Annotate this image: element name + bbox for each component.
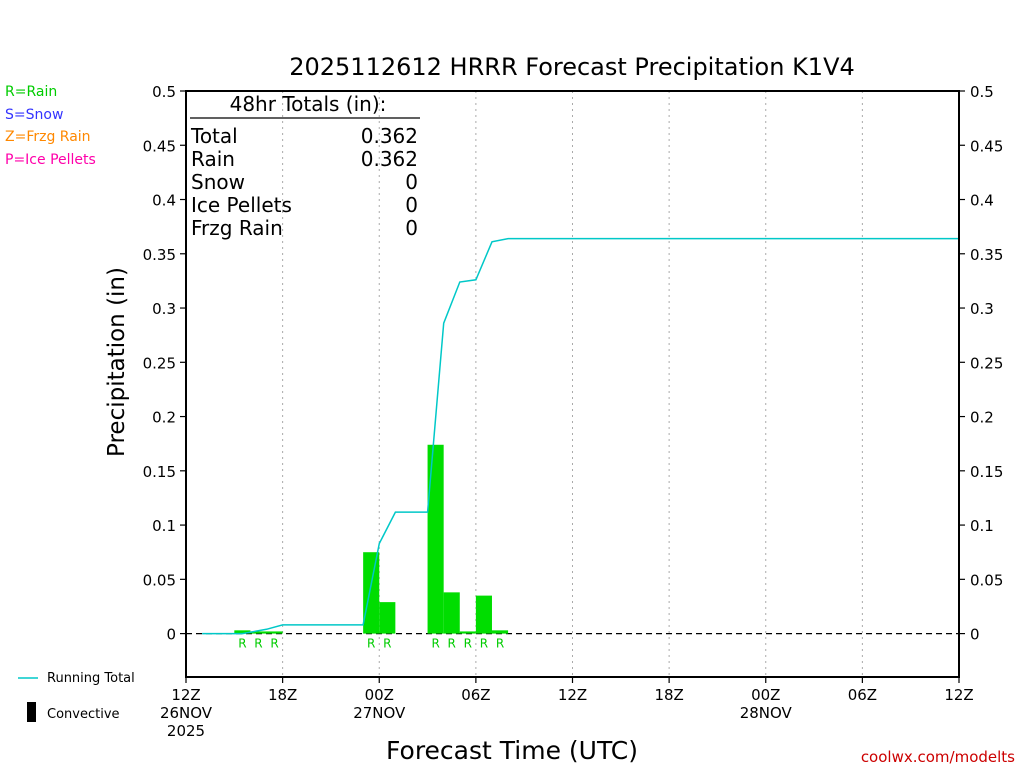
ptype-label: R [480, 637, 488, 651]
bar [363, 552, 380, 634]
y-tick-label: 0.2 [152, 409, 176, 427]
y-tick-label: 0.05 [143, 571, 176, 589]
y-tick-label: 0.4 [152, 192, 176, 210]
y-tick-label: 0.4 [970, 192, 994, 210]
y-tick-label: 0.1 [970, 517, 994, 535]
y-tick-label: 0.3 [970, 300, 994, 318]
y-tick-label: 0.3 [152, 300, 176, 318]
x-tick-label: 18Z [654, 686, 683, 704]
x-tick-label: 26NOV [160, 704, 213, 722]
y-ticks-right: 0.5 0.45 0.4 0.35 0.3 0.25 0.2 0.15 0.1 0.05 0 [959, 83, 1003, 644]
bar [475, 595, 492, 634]
chart-title: 2025112612 HRRR Forecast Precipitation K… [289, 53, 855, 81]
x-axis-label: Forecast Time (UTC) [386, 736, 638, 765]
totals-label: Rain [191, 147, 235, 171]
y-tick-label: 0.05 [970, 571, 1003, 589]
y-tick-label: 0.25 [143, 354, 176, 372]
y-tick-label: 0.35 [143, 246, 176, 264]
totals-value: 0 [405, 170, 418, 194]
y-tick-label: 0.45 [143, 137, 176, 155]
ptype-label: R [270, 637, 278, 651]
totals-label: Total [190, 124, 238, 148]
bar [250, 631, 267, 634]
convective-legend-swatch [27, 702, 36, 722]
x-tick-label: 27NOV [353, 704, 406, 722]
credit-text: coolwx.com/modelts [861, 748, 1015, 766]
y-ticks-left: 0.5 0.45 0.4 0.35 0.3 0.25 0.2 0.15 0.1 0.05 0 [143, 83, 186, 644]
ptype-label: R [431, 637, 439, 651]
y-tick-label: 0.5 [970, 83, 994, 101]
totals-value: 0.362 [361, 124, 418, 148]
y-tick-label: 0 [970, 626, 980, 644]
bar [491, 630, 509, 634]
totals-value: 0 [405, 193, 418, 217]
x-tick-label: 00Z [365, 686, 394, 704]
x-tick-label: 06Z [848, 686, 877, 704]
x-tick-label: 2025 [167, 722, 205, 740]
x-tick-label: 12Z [171, 686, 200, 704]
y-tick-label: 0.45 [970, 137, 1003, 155]
x-tick-label: 12Z [558, 686, 587, 704]
running-total-legend-label: Running Total [47, 671, 135, 686]
totals-label: Frzg Rain [191, 216, 283, 240]
y-tick-label: 0.2 [970, 409, 994, 427]
y-axis-label: Precipitation (in) [104, 267, 130, 457]
ptype-label: R [464, 637, 472, 651]
bar [379, 602, 396, 634]
y-tick-label: 0.35 [970, 246, 1003, 264]
x-tick-label: 12Z [944, 686, 973, 704]
x-gridlines [282, 91, 863, 677]
bar [427, 444, 444, 634]
y-tick-label: 0.15 [143, 463, 176, 481]
totals-label: Snow [191, 170, 245, 194]
totals-label: Ice Pellets [191, 193, 292, 217]
x-tick-label: 00Z [751, 686, 780, 704]
x-tick-label: 28NOV [740, 704, 793, 722]
legend-ice-pellets: P=Ice Pellets [5, 152, 96, 168]
y-tick-label: 0.1 [152, 517, 176, 535]
ptype-label: R [496, 637, 504, 651]
totals-value: 0 [405, 216, 418, 240]
legend-snow: S=Snow [5, 107, 63, 123]
totals-box: 48hr Totals (in): Total 0.362 Rain 0.362… [190, 92, 420, 240]
bar [266, 631, 283, 634]
y-tick-label: 0.25 [970, 354, 1003, 372]
bar [443, 592, 460, 634]
totals-value: 0.362 [361, 147, 418, 171]
x-tick-label: 06Z [461, 686, 490, 704]
totals-heading: 48hr Totals (in): [230, 92, 387, 116]
ptype-label: R [367, 637, 375, 651]
bars-group [234, 444, 509, 634]
ptype-label: R [254, 637, 262, 651]
y-tick-label: 0.5 [152, 83, 176, 101]
y-tick-label: 0 [166, 626, 176, 644]
ptype-label: R [383, 637, 391, 651]
ptype-label: R [238, 637, 246, 651]
legend-rain: R=Rain [5, 84, 57, 100]
bar [459, 631, 476, 634]
legend-frzg-rain: Z=Frzg Rain [5, 129, 91, 145]
y-tick-label: 0.15 [970, 463, 1003, 481]
x-tick-label: 18Z [268, 686, 297, 704]
convective-legend-label: Convective [47, 707, 120, 722]
ptype-label: R [448, 637, 456, 651]
bar [234, 630, 251, 634]
running-total-line [202, 237, 959, 635]
